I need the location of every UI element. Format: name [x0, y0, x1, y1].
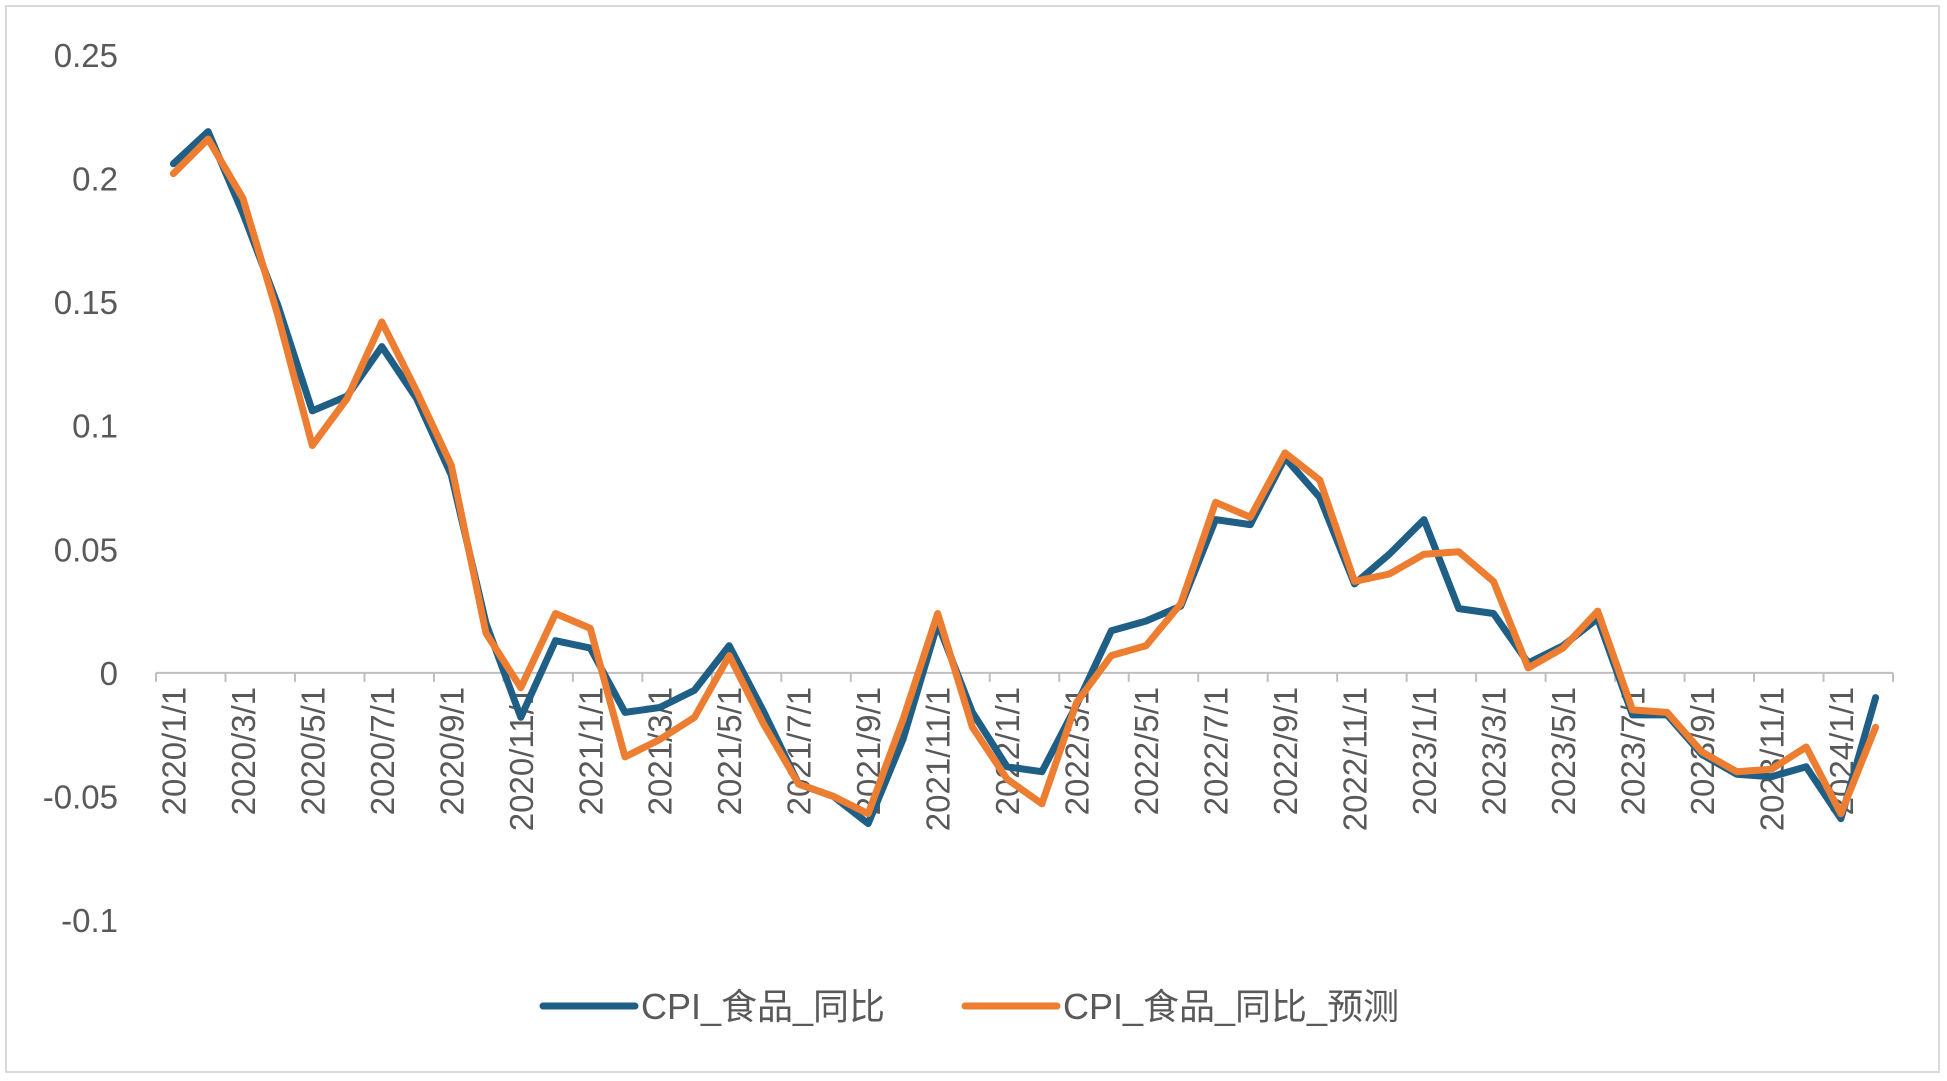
x-tick-label: 2022/11/1: [1337, 687, 1374, 831]
x-tick-label: 2022/5/1: [1128, 687, 1165, 815]
legend: CPI_食品_同比 CPI_食品_同比_预测: [539, 986, 1399, 1027]
chart-frame: [5, 5, 1940, 1073]
x-tick-label: 2020/3/1: [225, 687, 262, 815]
y-tick-label: -0.05: [43, 778, 118, 815]
x-tick-label: 2020/7/1: [364, 687, 401, 815]
y-tick-label: 0.2: [72, 161, 118, 198]
y-axis-tick-labels: 0.25 0.2 0.15 0.1 0.05 0 -0.05 -0.1: [43, 37, 118, 939]
x-tick-label: 2020/1/1: [155, 687, 192, 815]
x-tick-label: 2022/7/1: [1198, 687, 1235, 815]
x-tick-label: 2020/9/1: [433, 687, 470, 815]
x-tick-label: 2021/7/1: [781, 687, 818, 815]
legend-label-2: CPI_食品_同比_预测: [1063, 986, 1399, 1027]
y-tick-label: 0.05: [54, 531, 118, 568]
x-tick-label: 2023/5/1: [1545, 687, 1582, 815]
x-axis: 2020/1/1 2020/3/1 2020/5/1 2020/7/1 2020/9/1…: [155, 671, 1894, 831]
legend-label-1: CPI_食品_同比: [641, 986, 885, 1027]
x-tick-label: 2022/9/1: [1267, 687, 1304, 815]
x-tick-label: 2020/5/1: [294, 687, 331, 815]
y-tick-label: 0.1: [72, 408, 118, 445]
series-lines: [169, 128, 1880, 828]
x-tick-label: 2021/5/1: [711, 687, 748, 815]
y-tick-label: 0.15: [54, 284, 118, 321]
x-tick-label: 2023/1/1: [1406, 687, 1443, 815]
y-tick-label: 0: [100, 655, 118, 692]
x-tick-label: 2023/3/1: [1475, 687, 1512, 815]
y-tick-label: -0.1: [61, 902, 118, 939]
x-tick-label: 2021/11/1: [920, 687, 957, 831]
series-line-2: [169, 135, 1880, 818]
x-tick-label: 2021/1/1: [572, 687, 609, 815]
y-tick-label: 0.25: [54, 37, 118, 74]
